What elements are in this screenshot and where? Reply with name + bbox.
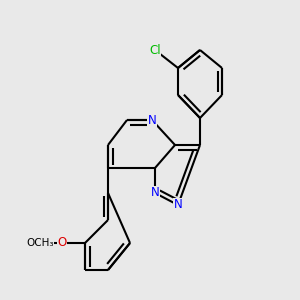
Text: O: O	[57, 236, 67, 250]
Text: OCH₃: OCH₃	[26, 238, 54, 248]
Text: N: N	[151, 187, 159, 200]
Text: N: N	[148, 113, 156, 127]
Text: Cl: Cl	[149, 44, 161, 56]
Text: N: N	[174, 199, 182, 212]
